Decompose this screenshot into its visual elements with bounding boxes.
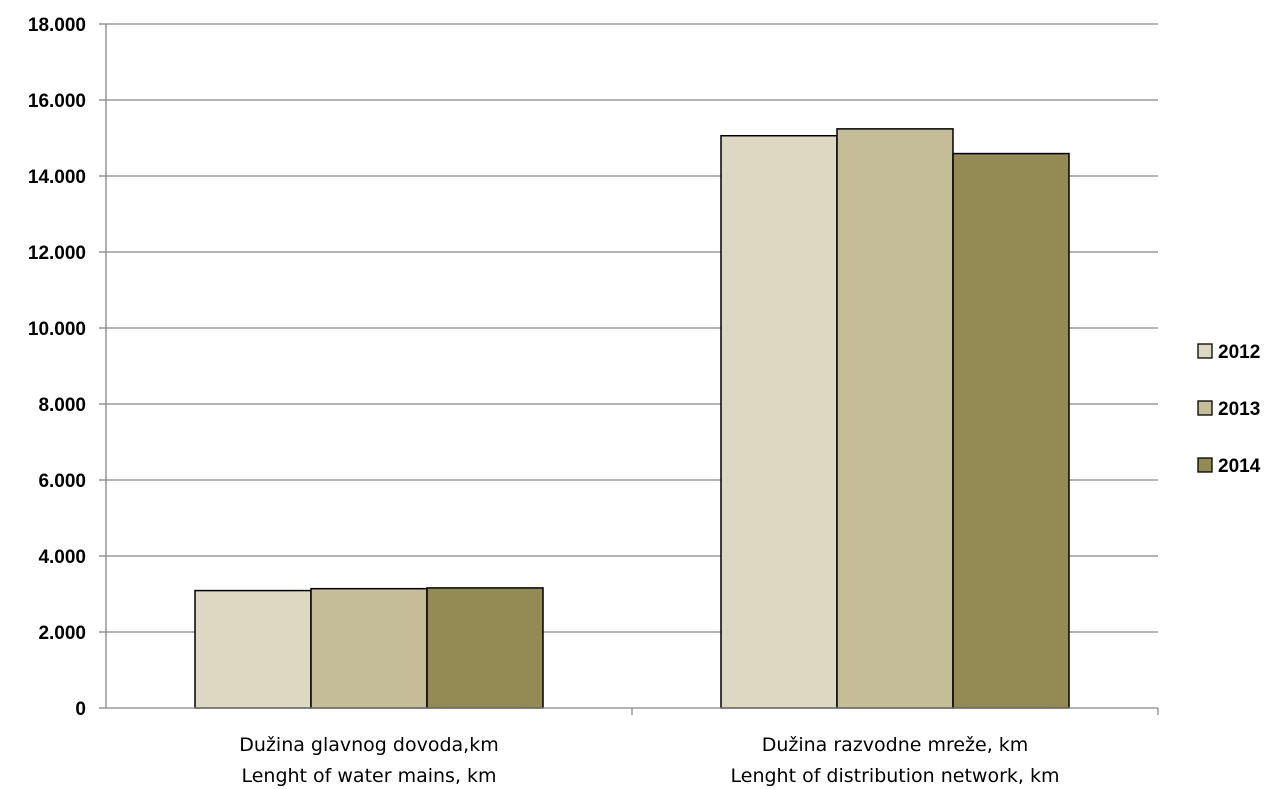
legend-label-2014: 2014 (1218, 456, 1261, 477)
y-tick-label: 6.000 (38, 471, 86, 492)
bar-2012-2 (720, 134, 838, 709)
bar-2014-2 (952, 152, 1070, 709)
bars (194, 128, 1070, 709)
y-tick-label: 0 (75, 699, 86, 720)
y-tick-label: 8.000 (38, 395, 86, 416)
y-tick-label: 4.000 (38, 547, 86, 568)
y-tick-label: 12.000 (28, 243, 86, 264)
legend-label-2012: 2012 (1218, 342, 1260, 363)
x-tick-label: Dužina glavnog dovoda,km (239, 734, 498, 756)
legend-label-2013: 2013 (1218, 399, 1260, 420)
y-tick-label: 16.000 (28, 91, 86, 112)
bar-2014-1 (426, 587, 544, 709)
bar-2013-2 (836, 128, 954, 709)
bar-2012-1 (194, 589, 312, 709)
bar-2013-1 (310, 587, 428, 709)
legend: 2012 2013 2014 (1197, 342, 1261, 477)
x-tick-label: Dužina razvodne mreže, km (762, 734, 1029, 756)
y-tick-label: 18.000 (28, 15, 86, 36)
x-axis: Dužina glavnog dovoda,km Lenght of water … (106, 707, 1159, 787)
y-tick-label: 10.000 (28, 319, 86, 340)
y-axis: 0 2.000 4.000 6.000 8.000 10.000 12.000 14.000 1… (28, 15, 107, 720)
legend-swatch-2012 (1197, 343, 1213, 359)
legend-swatch-2014 (1197, 457, 1213, 473)
y-tick-label: 14.000 (28, 167, 86, 188)
y-tick-label: 2.000 (38, 623, 86, 644)
legend-swatch-2013 (1197, 400, 1213, 416)
x-tick-label: Lenght of distribution network, km (731, 765, 1060, 787)
x-tick-label: Lenght of water mains, km (241, 765, 496, 787)
gridlines (106, 23, 1158, 633)
